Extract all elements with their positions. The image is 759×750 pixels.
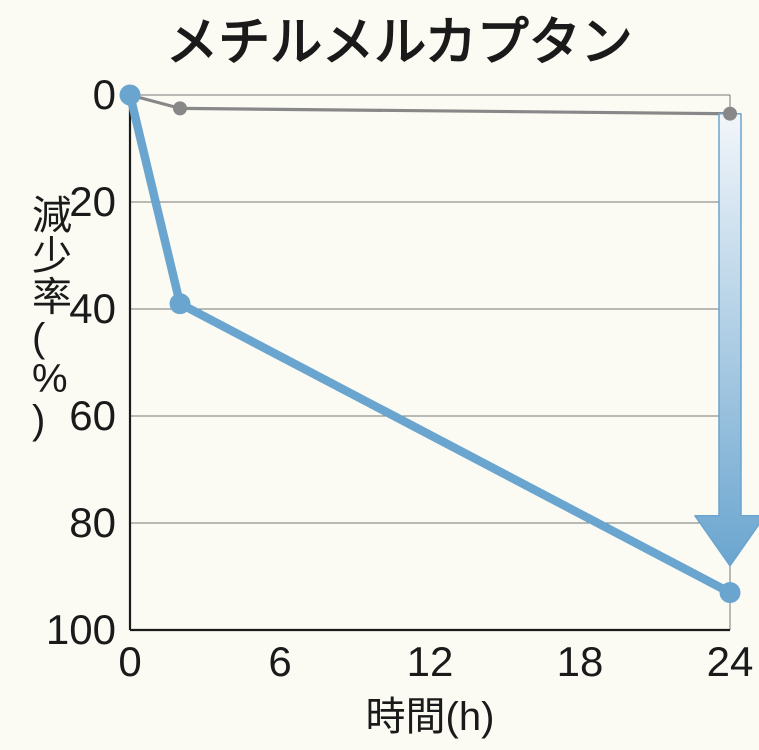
series-marker-control — [723, 107, 737, 121]
chart-container: メチルメルカプタン02040608010006121824減少率(%)時間(h) — [0, 0, 759, 750]
chart-svg: メチルメルカプタン02040608010006121824減少率(%)時間(h) — [0, 0, 759, 750]
x-tick-label: 18 — [557, 638, 604, 685]
y-tick-label: 100 — [46, 606, 116, 653]
y-tick-label: 20 — [69, 178, 116, 225]
series-marker-treatment — [120, 85, 141, 106]
x-axis-label: 時間(h) — [366, 695, 495, 739]
y-tick-label: 80 — [69, 499, 116, 546]
x-tick-label: 12 — [407, 638, 454, 685]
x-tick-label: 6 — [268, 638, 291, 685]
series-marker-control — [173, 101, 187, 115]
series-marker-treatment — [720, 582, 741, 603]
x-tick-label: 0 — [118, 638, 141, 685]
y-tick-label: 0 — [93, 71, 116, 118]
y-tick-label: 60 — [69, 392, 116, 439]
series-marker-treatment — [170, 293, 191, 314]
x-tick-label: 24 — [707, 638, 754, 685]
y-tick-label: 40 — [69, 285, 116, 332]
chart-title: メチルメルカプタン — [166, 14, 632, 72]
